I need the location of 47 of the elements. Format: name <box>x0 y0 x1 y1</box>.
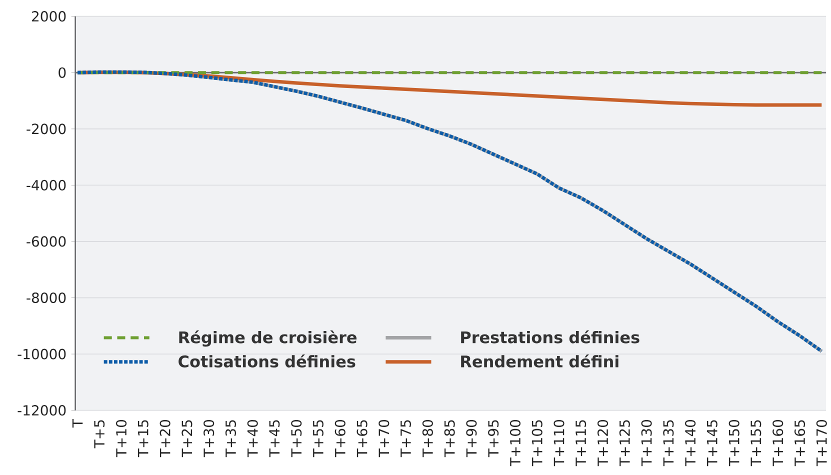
x-tick-label: T+65 <box>356 420 368 458</box>
y-tick-label: -2000 <box>26 124 66 134</box>
x-tick-label: T+70 <box>378 420 390 458</box>
x-tick-label: T+165 <box>794 420 806 466</box>
x-tick-label: T+45 <box>269 420 280 458</box>
x-tick-label: T+130 <box>641 420 652 466</box>
x-tick-label: T+75 <box>400 420 411 458</box>
x-tick-label: T+105 <box>532 420 542 466</box>
x-tick-label: T+55 <box>313 420 324 458</box>
x-tick-label: T+15 <box>138 420 148 458</box>
x-tick-label: T+30 <box>204 420 214 458</box>
x-tick-label: T+80 <box>422 420 433 458</box>
x-tick-label: T+95 <box>488 420 499 458</box>
y-tick-label: -12000 <box>18 405 66 416</box>
legend-label: Rendement défini <box>461 354 618 368</box>
legend-label: Régime de croisière <box>179 330 357 347</box>
x-tick-label: T+155 <box>750 420 762 466</box>
x-tick-label: T+40 <box>247 420 258 458</box>
x-tick-label: T+10 <box>116 420 127 458</box>
y-tick-label: 2000 <box>32 11 66 22</box>
x-tick-label: T <box>72 419 83 428</box>
y-tick-label: -6000 <box>26 236 66 247</box>
x-tick-label: T+160 <box>772 420 784 466</box>
x-tick-label: T+90 <box>466 420 477 458</box>
y-tick-label: -10000 <box>18 348 66 360</box>
x-tick-label: T+35 <box>225 420 236 458</box>
x-tick-label: T+50 <box>291 420 302 458</box>
legend-label: Prestations définies <box>461 330 640 344</box>
x-tick-label: T+5 <box>94 420 105 448</box>
x-tick-label: T+25 <box>182 420 192 458</box>
x-tick-label: T+20 <box>160 420 170 458</box>
y-tick-label: -8000 <box>26 292 66 304</box>
x-tick-label: T+60 <box>334 420 346 458</box>
x-tick-label: T+85 <box>444 420 455 458</box>
x-tick-label: T+150 <box>728 420 740 466</box>
x-tick-label: T+145 <box>707 420 718 466</box>
y-tick-label: -4000 <box>26 180 66 190</box>
legend-label: Cotisations définies <box>178 354 356 368</box>
x-tick-label: T+115 <box>576 420 586 466</box>
y-tick-label: 0 <box>58 67 66 78</box>
x-tick-label: T+135 <box>663 420 674 466</box>
x-tick-label: T+140 <box>685 420 696 466</box>
x-tick-label: T+125 <box>619 420 630 466</box>
x-tick-label: T+110 <box>554 420 564 466</box>
x-tick-label: T+170 <box>816 420 827 466</box>
x-tick-label: T+120 <box>597 420 608 466</box>
x-tick-label: T+100 <box>510 420 521 466</box>
